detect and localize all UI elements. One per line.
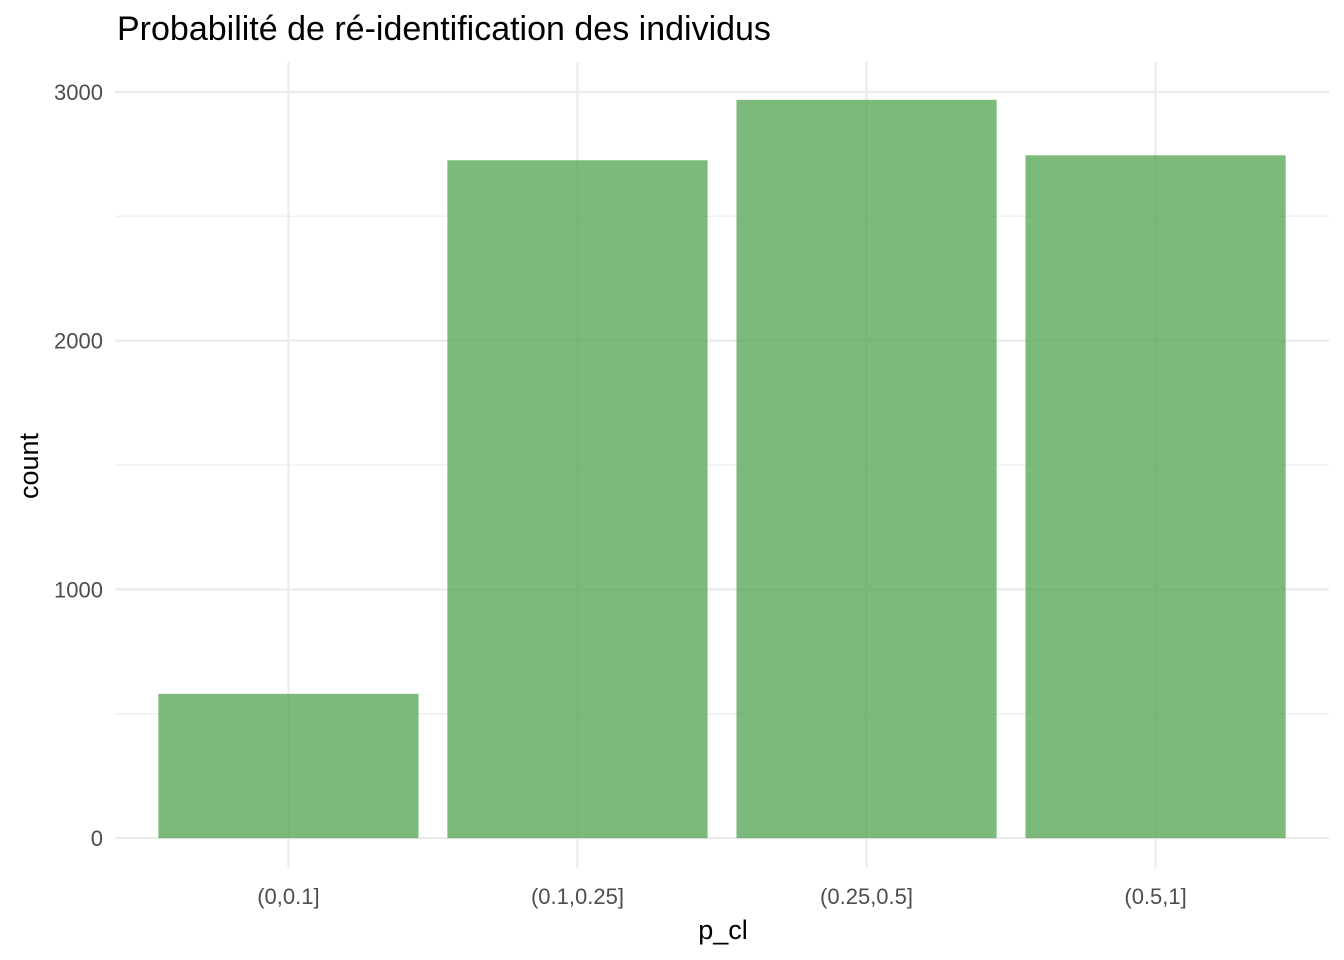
- y-tick-label: 0: [91, 826, 103, 851]
- x-axis-title: p_cl: [698, 915, 748, 945]
- bar: [447, 160, 708, 839]
- y-axis-tick-labels: 0 1000 2000 3000: [54, 80, 103, 851]
- y-axis-title: count: [14, 432, 44, 499]
- x-tick-label: (0,0.1]: [257, 884, 319, 909]
- x-axis-tick-labels: (0,0.1] (0.1,0.25] (0.25,0.5] (0.5,1]: [257, 884, 1187, 909]
- x-tick-label: (0.1,0.25]: [531, 884, 624, 909]
- y-tick-label: 2000: [54, 329, 103, 354]
- bar: [1025, 155, 1286, 839]
- y-tick-label: 3000: [54, 80, 103, 105]
- bar: [736, 99, 997, 839]
- y-tick-label: 1000: [54, 577, 103, 602]
- chart-title: Probabilité de ré-identification des ind…: [117, 10, 771, 48]
- bars-layer: [158, 99, 1286, 839]
- x-tick-label: (0.25,0.5]: [820, 884, 913, 909]
- bar: [158, 693, 419, 839]
- x-tick-label: (0.5,1]: [1124, 884, 1186, 909]
